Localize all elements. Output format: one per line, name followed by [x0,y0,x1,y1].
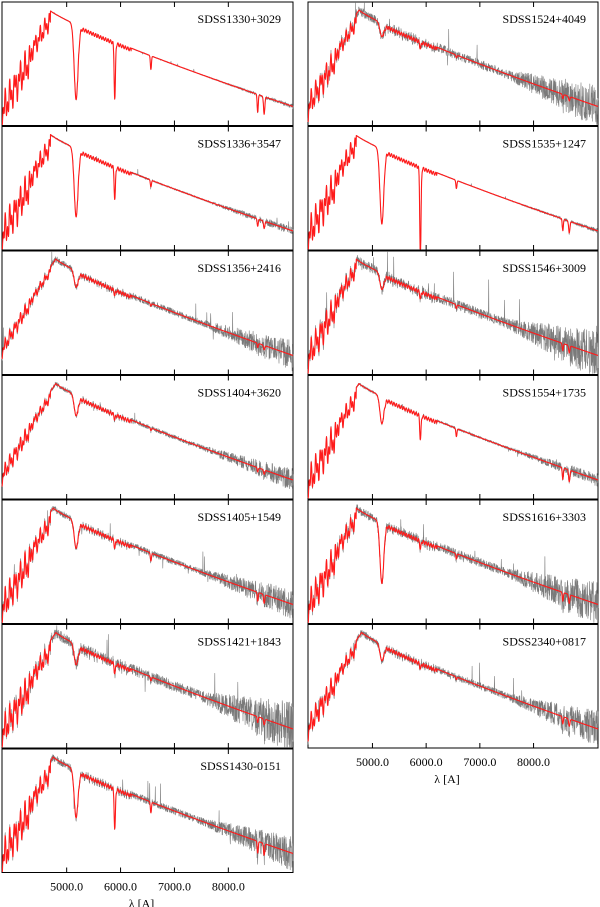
x-tick-label: 6000.0 [410,755,443,769]
panel-frame [1,250,294,375]
observed-spectrum-line [307,2,599,125]
x-tick-label: 5000.0 [50,880,83,894]
x-tick-label: 7000.0 [463,755,496,769]
panel-frame [307,126,599,251]
spectrum-panel: SDSS2340+0817 [307,624,599,749]
x-tick-label: 7000.0 [158,880,191,894]
x-tick-label: 8000.0 [517,755,550,769]
spectrum-panel: SDSS1524+4049 [307,1,599,126]
panel-frame [307,250,599,375]
observed-spectrum-line [1,251,294,372]
panel-label: SDSS1330+3029 [198,12,281,26]
spectrum-panel: SDSS1356+2416 [1,250,294,375]
panel-label: SDSS1554+1735 [503,386,586,400]
spectrum-panel: SDSS1430-0151 [1,748,294,873]
x-axis-label: λ [A] [434,772,459,786]
spectrum-panel: SDSS1421+1843 [1,624,294,749]
panel-frame [1,1,294,126]
model-spectrum-line [1,507,294,624]
model-spectrum-line [307,134,599,250]
model-spectrum-line [307,507,599,624]
panel-frame [1,375,294,500]
spectrum-panel: SDSS1336+3547 [1,126,294,251]
panel-frame [307,624,599,749]
panel-label: SDSS1546+3009 [503,261,586,275]
spectrum-panel: SDSS1546+3009 [307,250,599,375]
panel-label: SDSS1421+1843 [198,635,281,649]
panel-frame [307,499,599,624]
observed-spectrum-line [1,506,294,623]
model-spectrum-line [1,133,294,250]
panel-label: SDSS1404+3620 [198,386,281,400]
model-spectrum-line [307,9,599,123]
model-spectrum-line [307,258,599,374]
model-spectrum-line [1,258,294,360]
panel-label: SDSS1356+2416 [198,261,281,275]
model-spectrum-line [307,631,599,742]
model-spectrum-line [307,383,599,499]
panel-frame [1,624,294,749]
panel-frame [1,748,294,873]
spectrum-panel: SDSS1405+1549 [1,499,294,624]
panel-frame [307,1,599,126]
model-spectrum-line [1,631,294,748]
panel-label: SDSS1336+3547 [198,137,281,151]
panel-label: SDSS2340+0817 [503,635,586,649]
panel-label: SDSS1405+1549 [198,510,281,524]
spectrum-panel: SDSS1616+3303 [307,499,599,624]
x-axis-label: λ [A] [129,897,154,907]
model-spectrum-line [1,756,294,873]
panel-frame [1,126,294,251]
panel-label: SDSS1430-0151 [200,759,281,773]
observed-spectrum-line [307,504,599,623]
spectrum-panel: SDSS1330+3029 [1,1,294,126]
x-tick-label: 8000.0 [212,880,245,894]
model-spectrum-line [1,10,294,126]
panel-frame [1,499,294,624]
x-tick-label: 6000.0 [104,880,137,894]
model-spectrum-line [1,382,294,487]
panel-frame [307,375,599,500]
x-tick-label: 5000.0 [356,755,389,769]
panel-label: SDSS1535+1247 [503,137,586,151]
spectrum-panel: SDSS1554+1735 [307,375,599,500]
spectrum-panel: SDSS1535+1247 [307,126,599,251]
panel-label: SDSS1524+4049 [503,12,586,26]
spectrum-panel: SDSS1404+3620 [1,375,294,500]
panel-label: SDSS1616+3303 [503,510,586,524]
